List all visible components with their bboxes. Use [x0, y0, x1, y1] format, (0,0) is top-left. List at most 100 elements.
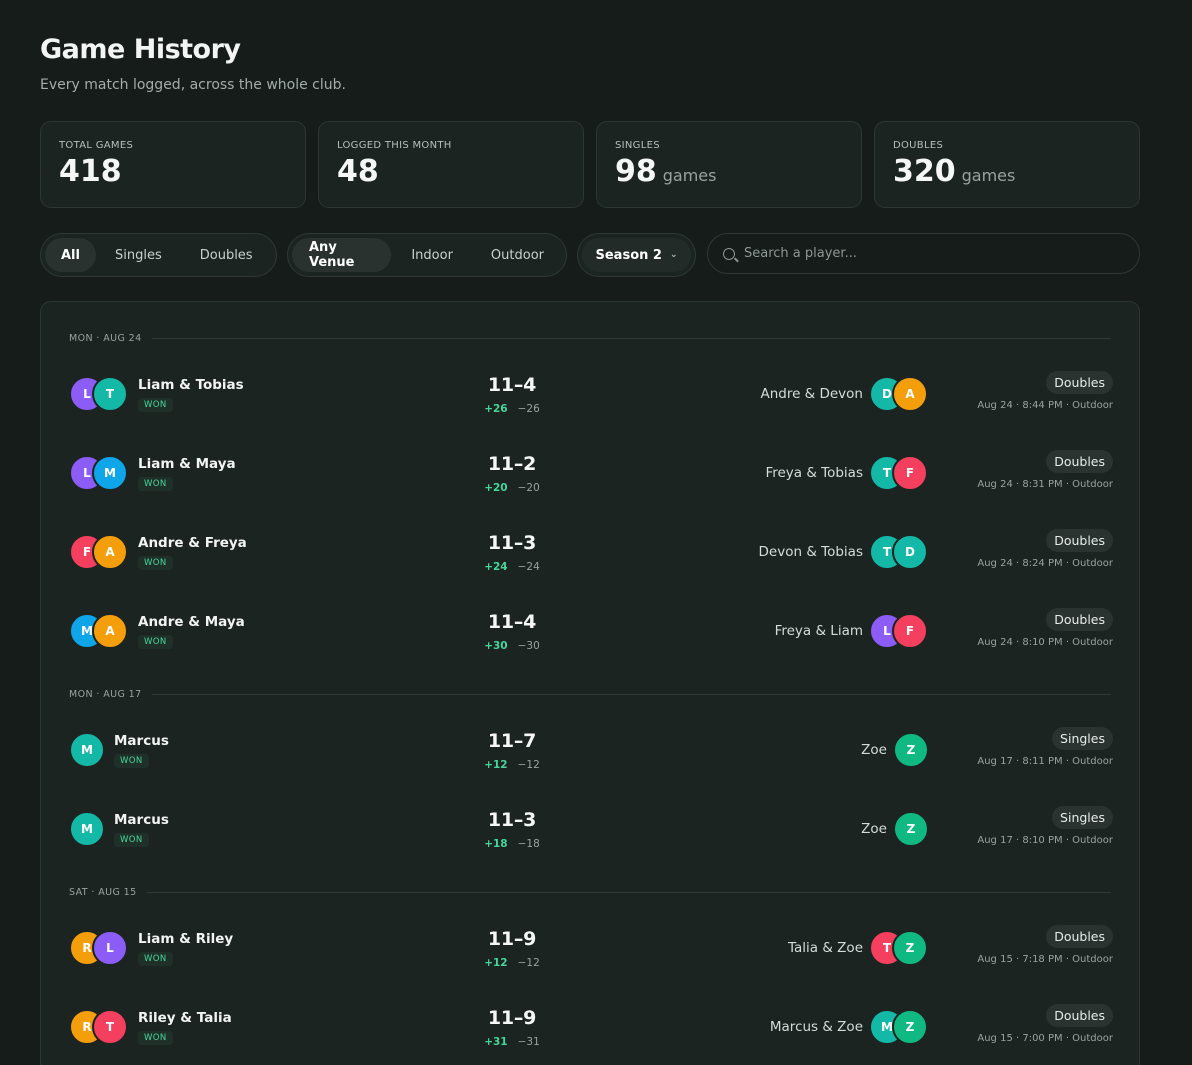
- rating-deltas: +20 −20: [467, 482, 557, 494]
- avatar[interactable]: L: [92, 930, 128, 966]
- rating-deltas: +12 −12: [467, 957, 557, 969]
- game-row[interactable]: L T Liam & Tobias WON 11–4 +26 −26 Andre & Devo…: [69, 366, 1113, 426]
- filter-singles[interactable]: Singles: [114, 247, 162, 263]
- game-type-badge: Doubles: [1046, 608, 1113, 631]
- won-badge: WON: [138, 477, 173, 491]
- avatar[interactable]: Z: [893, 732, 929, 768]
- avatar[interactable]: Z: [892, 1009, 928, 1045]
- game-row[interactable]: M Marcus WON 11–3 +18 −18 Zoe Z Singles Aug 17 · …: [69, 801, 1113, 861]
- avatar[interactable]: D: [892, 534, 928, 570]
- game-type-badge: Doubles: [1046, 529, 1113, 552]
- stat-label: TOTAL GAMES: [59, 140, 134, 151]
- avatar[interactable]: F: [892, 455, 928, 491]
- avatar[interactable]: M: [92, 455, 128, 491]
- game-meta: Aug 15 · 7:18 PM · Outdoor: [977, 954, 1113, 965]
- avatar[interactable]: T: [92, 1009, 128, 1045]
- won-badge: WON: [138, 556, 173, 570]
- game-type-badge: Doubles: [1046, 925, 1113, 948]
- won-badge: WON: [138, 1031, 173, 1045]
- search-input[interactable]: [744, 246, 1124, 261]
- avatar[interactable]: M: [69, 811, 105, 847]
- game-meta: Aug 24 · 8:44 PM · Outdoor: [977, 400, 1113, 411]
- stat-value: 320: [893, 154, 956, 189]
- stat-doubles: DOUBLES 320 games: [874, 121, 1140, 208]
- stat-value: 418: [59, 154, 122, 189]
- rating-deltas: +18 −18: [467, 838, 557, 850]
- game-row[interactable]: M A Andre & Maya WON 11–4 +30 −30 Freya & Liam L…: [69, 603, 1113, 663]
- winner-names: Marcus: [114, 733, 169, 749]
- score: 11–9: [487, 928, 537, 950]
- avatar[interactable]: Z: [893, 811, 929, 847]
- loser-names: Freya & Liam: [774, 623, 863, 639]
- rating-deltas: +26 −26: [467, 403, 557, 415]
- loser-names: Zoe: [861, 742, 887, 758]
- score-block: 11–4 +26 −26: [467, 374, 557, 415]
- rating-loss: −31: [517, 1036, 540, 1048]
- rating-loss: −24: [517, 561, 540, 573]
- avatar[interactable]: M: [69, 732, 105, 768]
- game-type-badge: Singles: [1052, 806, 1113, 829]
- player-search: [707, 233, 1140, 274]
- game-row[interactable]: L M Liam & Maya WON 11–2 +20 −20 Freya & Tobias…: [69, 445, 1113, 505]
- winner-avatars: M: [69, 811, 139, 847]
- search-icon: [723, 247, 735, 260]
- chevron-down-icon: ⌄: [669, 250, 678, 260]
- avatar[interactable]: Z: [892, 930, 928, 966]
- game-type-badge: Doubles: [1046, 450, 1113, 473]
- loser-names: Zoe: [861, 821, 887, 837]
- stat-total-games: TOTAL GAMES 418: [40, 121, 306, 208]
- winner-names: Liam & Maya: [138, 456, 236, 472]
- avatar[interactable]: F: [892, 613, 928, 649]
- game-list: MON · AUG 24 L T Liam & Tobias WON 11–4 +26 −26…: [40, 301, 1140, 1065]
- game-meta: Aug 24 · 8:31 PM · Outdoor: [977, 479, 1113, 490]
- filter-outdoor[interactable]: Outdoor: [490, 247, 544, 263]
- score: 11–2: [487, 453, 537, 475]
- page-title: Game History: [40, 34, 241, 65]
- score: 11–4: [487, 374, 537, 396]
- winner-avatars: M: [69, 732, 139, 768]
- rating-gain: +18: [484, 838, 508, 850]
- rating-deltas: +30 −30: [467, 640, 557, 652]
- avatar[interactable]: A: [92, 613, 128, 649]
- game-row[interactable]: M Marcus WON 11–7 +12 −12 Zoe Z Singles Aug 17 · …: [69, 722, 1113, 782]
- score-block: 11–9 +31 −31: [467, 1007, 557, 1048]
- rating-deltas: +24 −24: [467, 561, 557, 573]
- avatar[interactable]: T: [92, 376, 128, 412]
- avatar[interactable]: A: [92, 534, 128, 570]
- filter-indoor[interactable]: Indoor: [411, 247, 453, 263]
- stat-unit: games: [961, 166, 1016, 185]
- stat-label: SINGLES: [615, 140, 660, 151]
- page-subtitle: Every match logged, across the whole clu…: [40, 77, 346, 93]
- loser-names: Freya & Tobias: [765, 465, 863, 481]
- won-badge: WON: [138, 635, 173, 649]
- day-label: MON · AUG 24: [69, 332, 142, 344]
- stat-value: 98: [615, 154, 657, 189]
- rating-gain: +26: [484, 403, 508, 415]
- winner-names: Andre & Freya: [138, 535, 247, 551]
- avatar[interactable]: A: [892, 376, 928, 412]
- winner-names: Andre & Maya: [138, 614, 245, 630]
- stat-value: 48: [337, 154, 379, 189]
- filter-any-venue[interactable]: Any Venue: [292, 238, 392, 272]
- day-header: SAT · AUG 15: [69, 885, 1111, 899]
- game-meta: Aug 15 · 7:00 PM · Outdoor: [977, 1033, 1113, 1044]
- filter-all[interactable]: All: [45, 238, 96, 272]
- rating-loss: −18: [517, 838, 540, 850]
- score-block: 11–7 +12 −12: [467, 730, 557, 771]
- winner-names: Marcus: [114, 812, 169, 828]
- game-meta: Aug 24 · 8:10 PM · Outdoor: [977, 637, 1113, 648]
- game-row[interactable]: F A Andre & Freya WON 11–3 +24 −24 Devon & Tobi…: [69, 524, 1113, 584]
- game-type-badge: Doubles: [1046, 371, 1113, 394]
- rating-loss: −20: [517, 482, 540, 494]
- season-dropdown[interactable]: Season 2 ⌄: [577, 233, 696, 277]
- game-row[interactable]: R L Liam & Riley WON 11–9 +12 −12 Talia & Zoe T Z…: [69, 920, 1113, 980]
- day-header: MON · AUG 24: [69, 331, 1111, 345]
- game-row[interactable]: R T Riley & Talia WON 11–9 +31 −31 Marcus & Zoe…: [69, 999, 1113, 1059]
- filter-doubles[interactable]: Doubles: [199, 247, 253, 263]
- stat-singles: SINGLES 98 games: [596, 121, 862, 208]
- winner-names: Liam & Riley: [138, 931, 234, 947]
- score: 11–4: [487, 611, 537, 633]
